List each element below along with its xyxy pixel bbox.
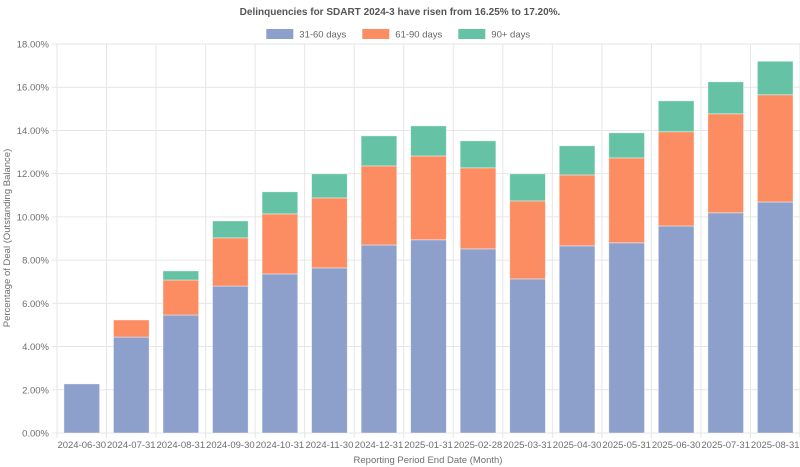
bar-segment-31-60-days[interactable] bbox=[509, 278, 546, 434]
bar-segment-61-90-days[interactable] bbox=[311, 197, 348, 269]
legend-swatch[interactable] bbox=[458, 29, 486, 39]
bar-segment-61-90-days[interactable] bbox=[410, 155, 447, 241]
bar-segment-61-90-days[interactable] bbox=[509, 200, 546, 280]
bar-segment-61-90-days[interactable] bbox=[360, 165, 398, 246]
chart-title: Delinquencies for SDART 2024-3 have rise… bbox=[240, 7, 561, 18]
y-tick-label: 0.00% bbox=[22, 429, 49, 440]
legend-label[interactable]: 61-90 days bbox=[395, 30, 442, 41]
x-tick-label: 2024-08-31 bbox=[157, 440, 206, 451]
x-tick-label: 2025-06-30 bbox=[652, 440, 701, 451]
bar-segment-90-days[interactable] bbox=[657, 100, 695, 133]
bar-segment-61-90-days[interactable] bbox=[113, 319, 150, 338]
x-tick-label: 2024-10-31 bbox=[256, 440, 305, 451]
legend: 31-60 days 61-90 days 90+ days bbox=[266, 29, 530, 41]
bar-segment-61-90-days[interactable] bbox=[212, 237, 249, 287]
x-tick-label: 2024-09-30 bbox=[206, 440, 255, 451]
x-tick-label: 2024-11-30 bbox=[305, 440, 353, 451]
y-tick-label: 4.00% bbox=[22, 342, 49, 353]
bar-segment-31-60-days[interactable] bbox=[558, 245, 596, 434]
gridlines bbox=[52, 43, 800, 438]
x-tick-label: 2024-06-30 bbox=[57, 440, 106, 451]
bar-segment-90-days[interactable] bbox=[261, 191, 299, 215]
bar-segment-61-90-days[interactable] bbox=[162, 279, 200, 316]
y-tick-label: 2.00% bbox=[22, 385, 49, 396]
bar-segment-61-90-days[interactable] bbox=[657, 131, 695, 227]
x-tick-label: 2025-05-31 bbox=[602, 440, 651, 451]
bar-segment-90-days[interactable] bbox=[509, 173, 546, 202]
bar-segment-90-days[interactable] bbox=[360, 135, 398, 167]
bar-segment-31-60-days[interactable] bbox=[212, 285, 249, 434]
x-axis-label: Reporting Period End Date (Month) bbox=[354, 455, 503, 466]
bar-segment-90-days[interactable] bbox=[608, 132, 645, 159]
bar-segment-61-90-days[interactable] bbox=[261, 213, 299, 275]
bar-segment-31-60-days[interactable] bbox=[162, 314, 200, 434]
bar-segment-31-60-days[interactable] bbox=[459, 248, 497, 434]
legend-swatch[interactable] bbox=[266, 29, 294, 39]
x-tick-label: 2025-02-28 bbox=[454, 440, 503, 451]
bar-segment-61-90-days[interactable] bbox=[757, 94, 794, 203]
bars bbox=[63, 60, 794, 434]
bar-segment-61-90-days[interactable] bbox=[707, 113, 744, 214]
y-tick-label: 14.00% bbox=[17, 126, 50, 137]
x-axis-ticks: 2024-06-30 2024-07-31 2024-08-31 2024-09-30… bbox=[57, 440, 799, 451]
bar-segment-61-90-days[interactable] bbox=[558, 174, 596, 247]
bar-segment-90-days[interactable] bbox=[707, 81, 744, 115]
y-tick-label: 16.00% bbox=[17, 83, 50, 94]
bar-segment-31-60-days[interactable] bbox=[657, 225, 695, 434]
legend-swatch[interactable] bbox=[362, 29, 390, 39]
bar-segment-31-60-days[interactable] bbox=[63, 383, 100, 434]
x-tick-label: 2025-01-31 bbox=[404, 440, 453, 451]
x-tick-label: 2024-12-31 bbox=[355, 440, 404, 451]
bar-segment-31-60-days[interactable] bbox=[311, 267, 348, 434]
bar-segment-90-days[interactable] bbox=[311, 173, 348, 199]
x-tick-label: 2025-07-31 bbox=[701, 440, 750, 451]
bar-segment-90-days[interactable] bbox=[757, 60, 794, 96]
x-tick-label: 2024-07-31 bbox=[107, 440, 156, 451]
bar-segment-31-60-days[interactable] bbox=[261, 273, 299, 434]
x-tick-label: 2025-03-31 bbox=[503, 440, 552, 451]
bar-segment-31-60-days[interactable] bbox=[360, 244, 398, 434]
legend-label[interactable]: 90+ days bbox=[491, 30, 530, 41]
bar-segment-31-60-days[interactable] bbox=[410, 239, 447, 434]
bar-segment-90-days[interactable] bbox=[558, 145, 596, 176]
bar-segment-61-90-days[interactable] bbox=[608, 157, 645, 244]
bar-segment-31-60-days[interactable] bbox=[113, 336, 150, 434]
bar-segment-90-days[interactable] bbox=[410, 125, 447, 157]
y-tick-label: 12.00% bbox=[17, 169, 50, 180]
bar-segment-31-60-days[interactable] bbox=[757, 201, 794, 434]
bar-segment-90-days[interactable] bbox=[459, 140, 497, 169]
y-axis-ticks: 0.00% 2.00% 4.00% 6.00% 8.00% 10.00% 12.00% 14.… bbox=[17, 40, 50, 440]
y-tick-label: 18.00% bbox=[17, 40, 50, 51]
x-tick-label: 2025-04-30 bbox=[553, 440, 602, 451]
y-axis-label: Percentage of Deal (Outstanding Balance) bbox=[2, 149, 13, 328]
y-tick-label: 6.00% bbox=[22, 299, 49, 310]
bar-segment-31-60-days[interactable] bbox=[707, 212, 744, 434]
y-tick-label: 10.00% bbox=[17, 212, 50, 223]
bar-segment-61-90-days[interactable] bbox=[459, 167, 497, 250]
bar-segment-31-60-days[interactable] bbox=[608, 242, 645, 434]
bar-segment-90-days[interactable] bbox=[212, 220, 249, 239]
bar-segment-90-days[interactable] bbox=[162, 270, 200, 281]
y-tick-label: 8.00% bbox=[22, 256, 49, 267]
legend-label[interactable]: 31-60 days bbox=[299, 30, 346, 41]
x-tick-label: 2025-08-31 bbox=[751, 440, 800, 451]
